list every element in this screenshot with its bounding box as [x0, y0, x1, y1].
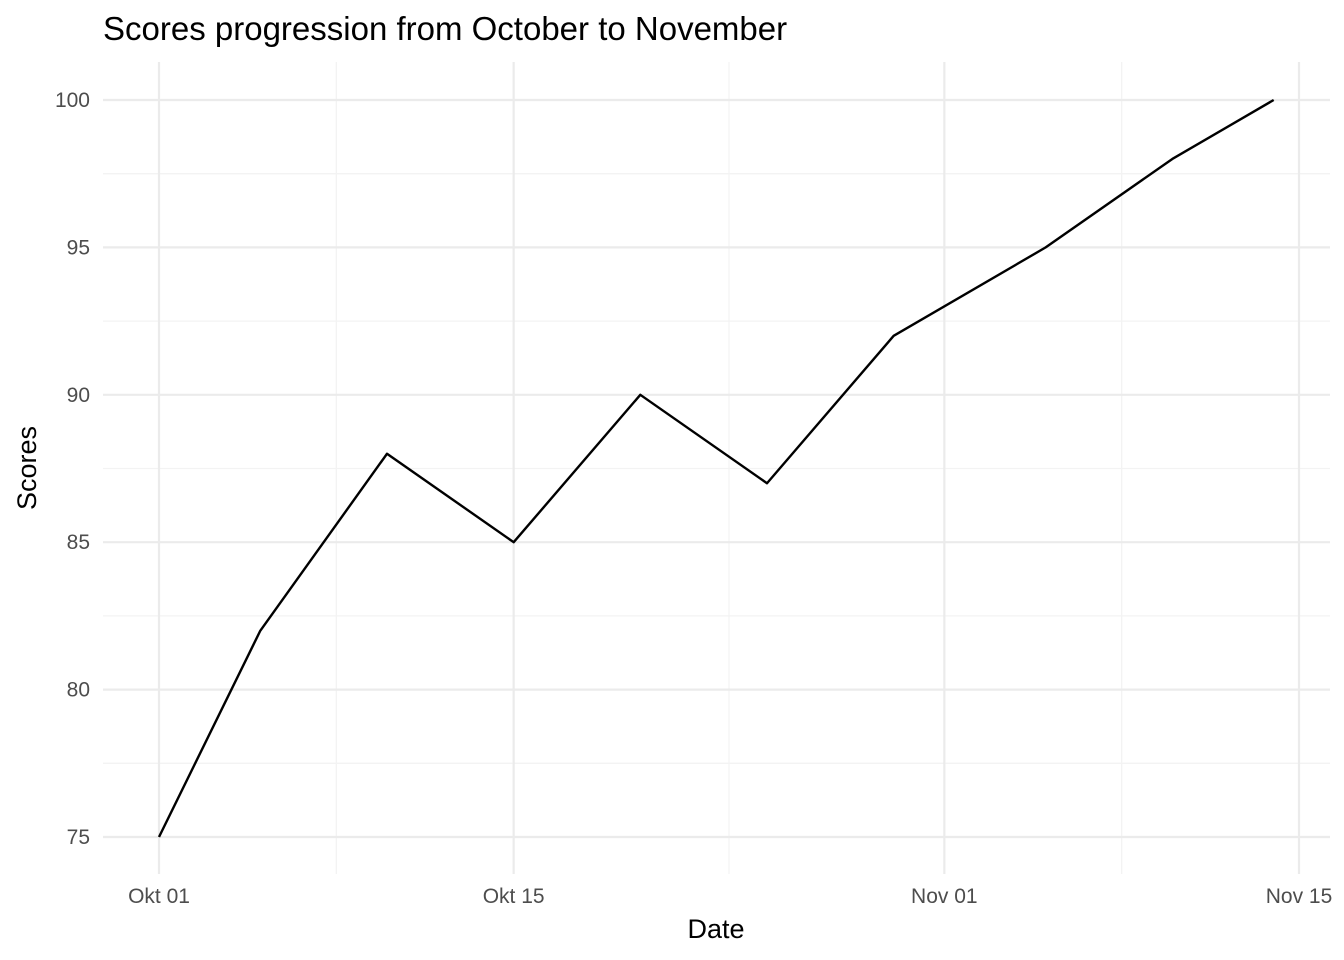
y-tick-label: 90	[67, 384, 90, 407]
x-tick-label: Okt 01	[128, 885, 190, 908]
series-layer	[157, 98, 1275, 838]
chart-title: Scores progression from October to Novem…	[103, 10, 787, 47]
y-axis-title: Scores	[12, 426, 42, 510]
y-tick-label: 95	[67, 236, 90, 259]
x-tick-label: Nov 15	[1266, 885, 1333, 908]
series-line	[157, 98, 1275, 838]
x-axis-ticks: Okt 01 Okt 15 Nov 01 Nov 15	[128, 885, 1332, 908]
y-tick-label: 75	[67, 826, 90, 849]
grid	[103, 62, 1330, 874]
y-tick-label: 85	[67, 531, 90, 554]
y-tick-label: 100	[55, 89, 90, 112]
y-axis-ticks: 75 80 85 90 95 100	[55, 89, 90, 849]
x-axis-title: Date	[687, 914, 744, 944]
y-tick-label: 80	[67, 679, 90, 702]
x-tick-label: Nov 01	[911, 885, 978, 908]
x-tick-label: Okt 15	[483, 885, 545, 908]
